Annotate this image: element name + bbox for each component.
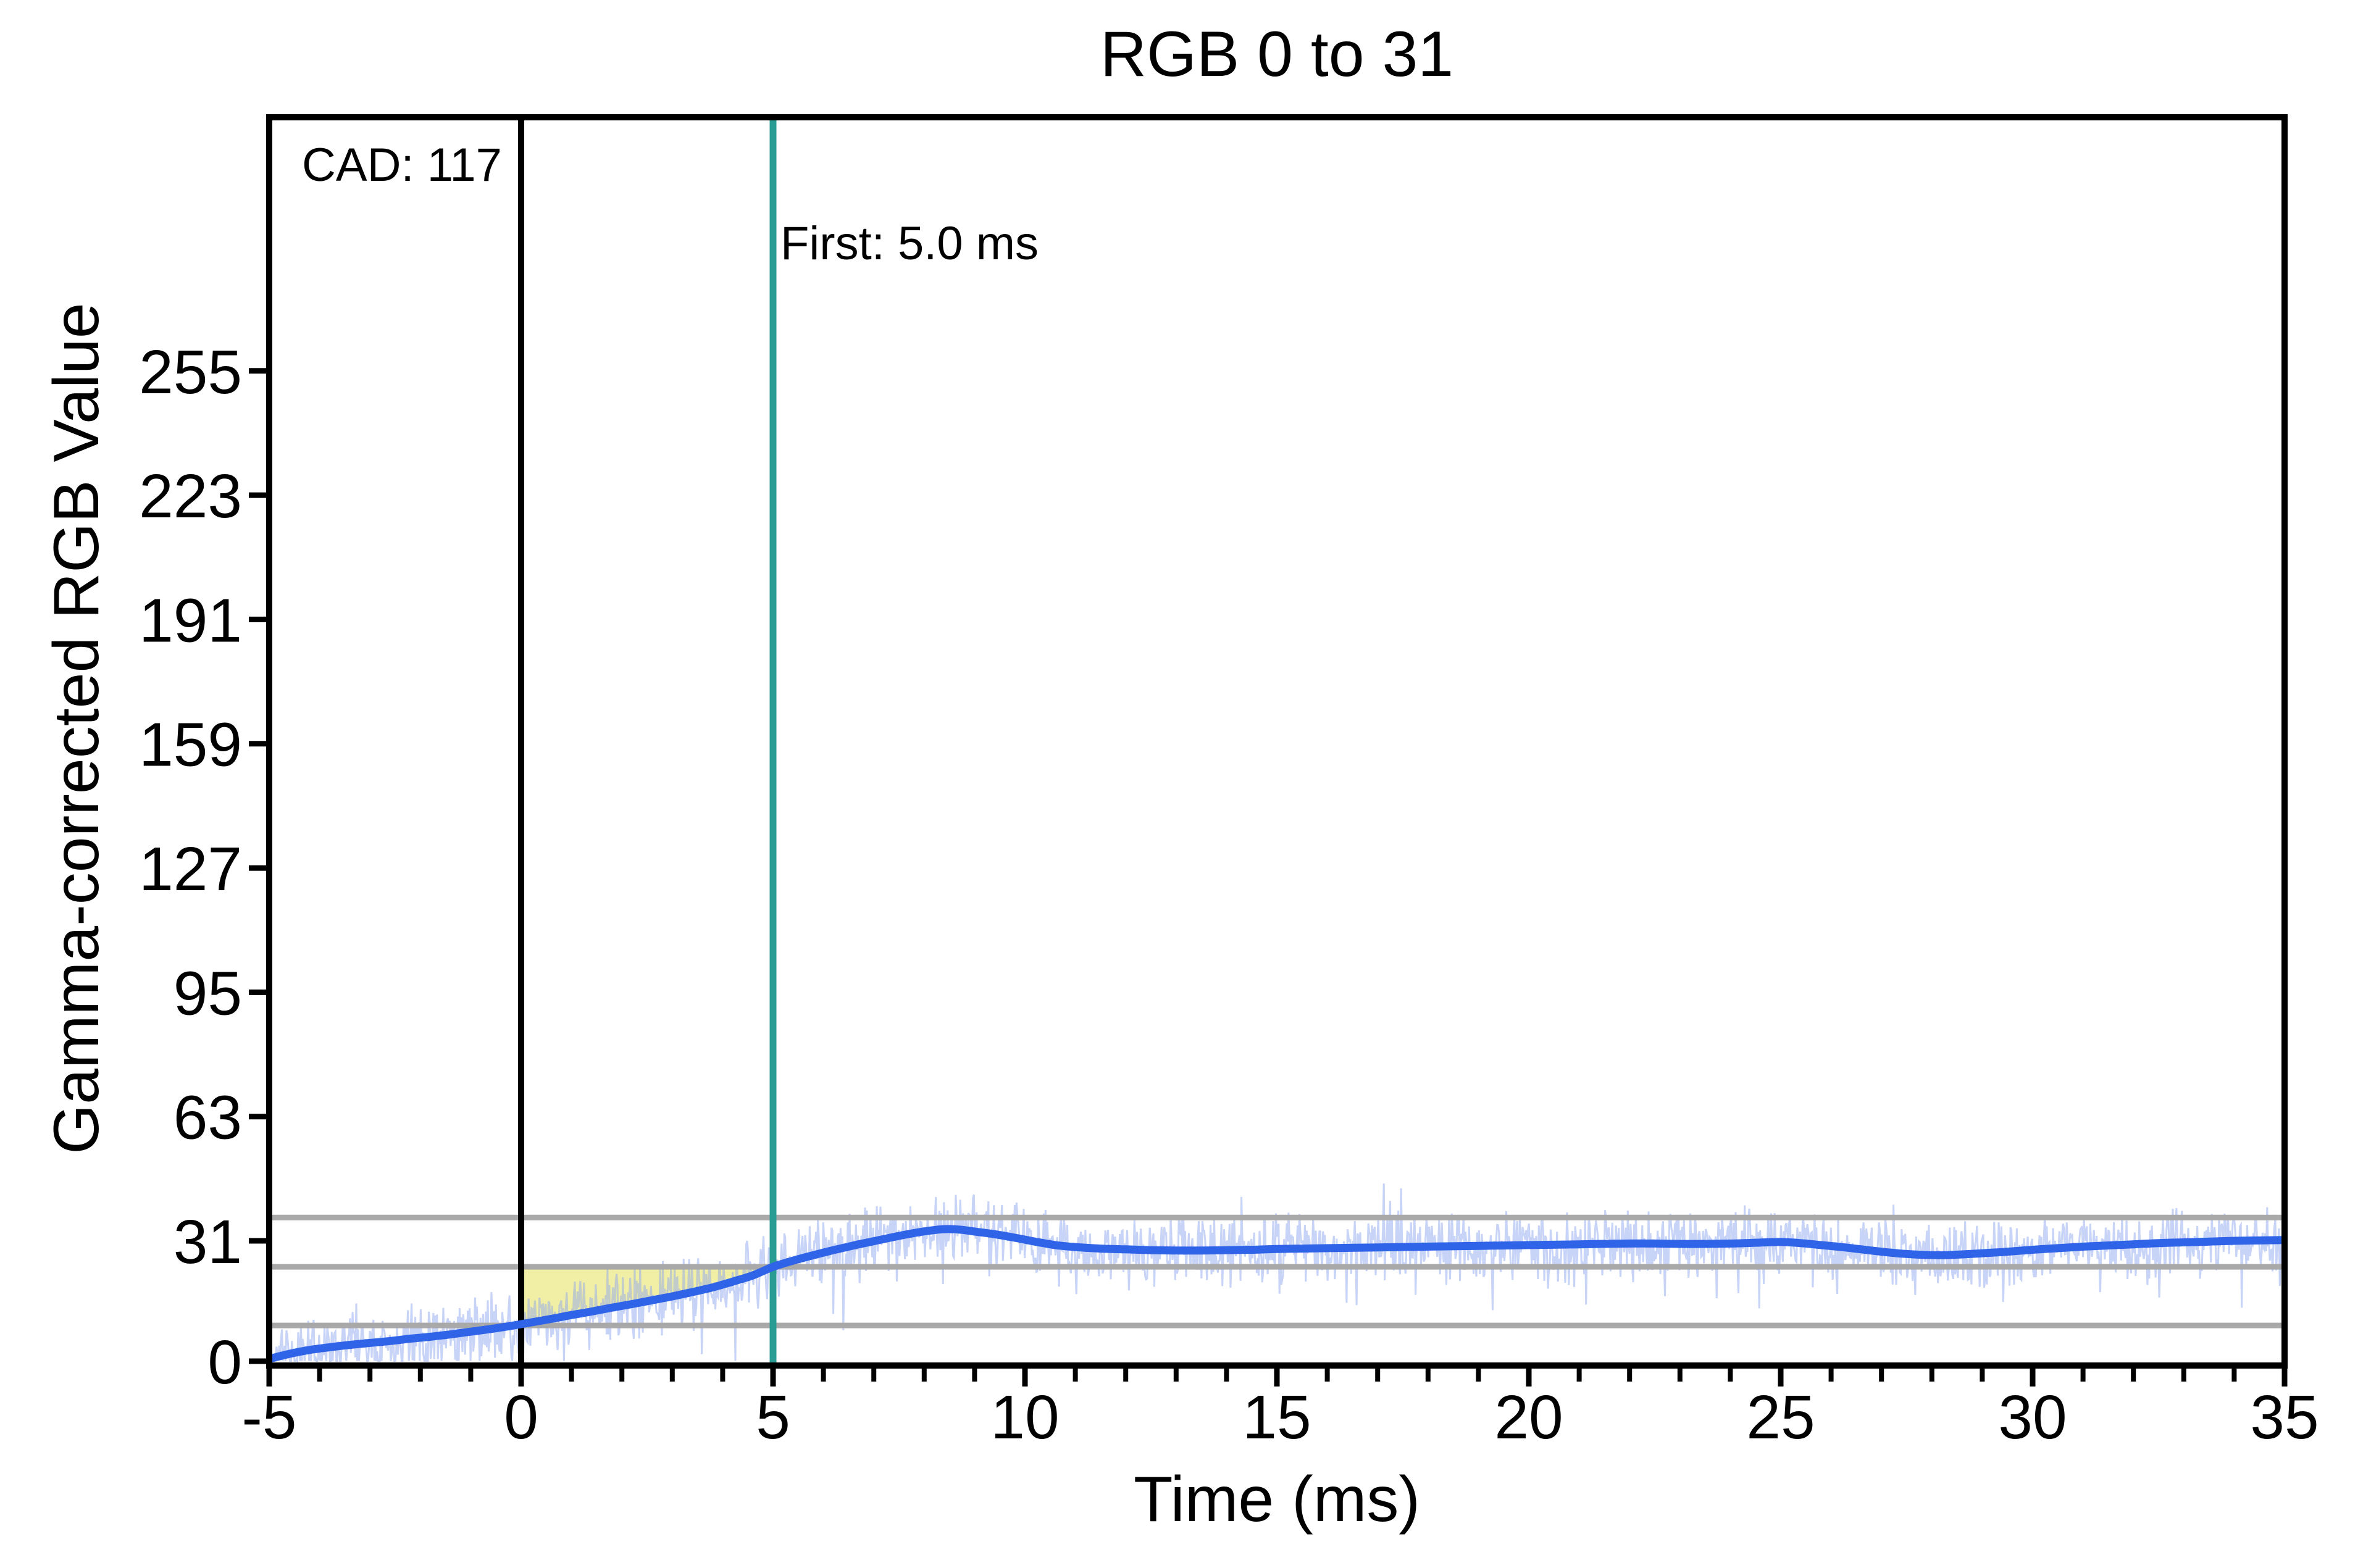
first-response-annotation: First: 5.0 ms xyxy=(780,217,1039,270)
cad-annotation: CAD: 117 xyxy=(302,139,502,191)
x-tick-label: 10 xyxy=(990,1383,1059,1452)
y-tick-label: 223 xyxy=(139,462,242,531)
y-tick-label: 255 xyxy=(139,338,242,407)
y-tick-label: 0 xyxy=(207,1328,242,1397)
smoothed-line xyxy=(269,1225,2285,1363)
y-tick-label: 191 xyxy=(139,586,242,655)
x-tick-label: 35 xyxy=(2250,1383,2319,1452)
x-tick-label: 25 xyxy=(1746,1383,1815,1452)
y-axis-label: Gamma-corrected RGB Value xyxy=(41,302,112,1154)
y-tick-label: 127 xyxy=(139,835,242,904)
x-tick-label: 20 xyxy=(1494,1383,1563,1452)
y-tick-label: 63 xyxy=(174,1083,242,1153)
plot-border xyxy=(266,114,2288,1369)
x-tick-label: -5 xyxy=(242,1383,297,1452)
x-tick-label: 5 xyxy=(756,1383,790,1452)
y-tick-label: 31 xyxy=(174,1207,242,1277)
x-tick-label: 30 xyxy=(1998,1383,2067,1452)
chart-title: RGB 0 to 31 xyxy=(1100,19,1454,90)
x-tick-label: 15 xyxy=(1242,1383,1311,1452)
x-tick-label: 0 xyxy=(504,1383,538,1452)
y-tick-label: 159 xyxy=(139,711,242,780)
y-tick-label: 95 xyxy=(174,959,242,1028)
x-axis-label: Time (ms) xyxy=(1133,1464,1421,1535)
